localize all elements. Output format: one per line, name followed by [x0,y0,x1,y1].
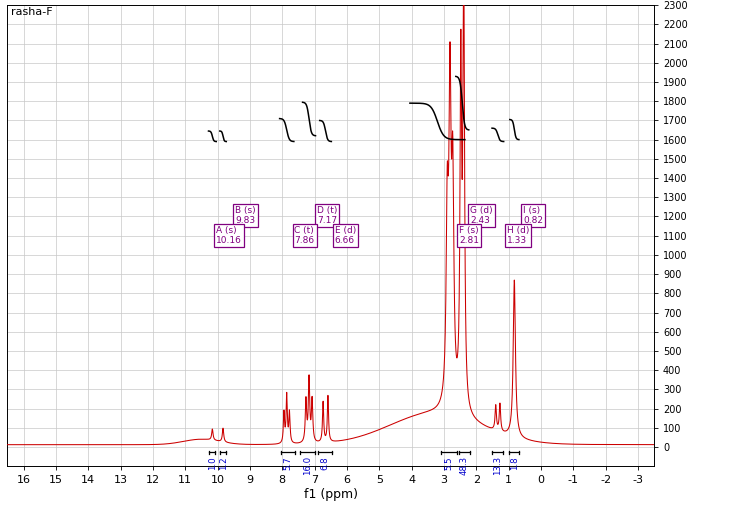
Text: G (d)
2.43: G (d) 2.43 [471,206,493,225]
Text: B (s)
9.83: B (s) 9.83 [235,206,256,225]
Text: 48.3: 48.3 [460,456,469,475]
Text: 6.8: 6.8 [321,456,330,470]
Text: 1.8: 1.8 [509,456,519,470]
Text: 13.3: 13.3 [493,456,502,475]
X-axis label: f1 (ppm): f1 (ppm) [304,488,358,501]
Text: E (d)
6.66: E (d) 6.66 [335,226,356,246]
Text: D (t)
7.17: D (t) 7.17 [317,206,337,225]
Text: 5.7: 5.7 [283,456,293,470]
Text: C (t)
7.86: C (t) 7.86 [294,226,315,246]
Text: F (s)
2.81: F (s) 2.81 [460,226,480,246]
Text: 16.0: 16.0 [303,456,312,475]
Text: I (s)
0.82: I (s) 0.82 [523,206,543,225]
Text: 1.0: 1.0 [208,456,217,470]
Text: 5.5: 5.5 [445,456,454,470]
Text: H (d)
1.33: H (d) 1.33 [507,226,529,246]
Text: A (s)
10.16: A (s) 10.16 [216,226,242,246]
Text: 1.2: 1.2 [219,456,228,470]
Text: rasha-F: rasha-F [10,7,52,18]
